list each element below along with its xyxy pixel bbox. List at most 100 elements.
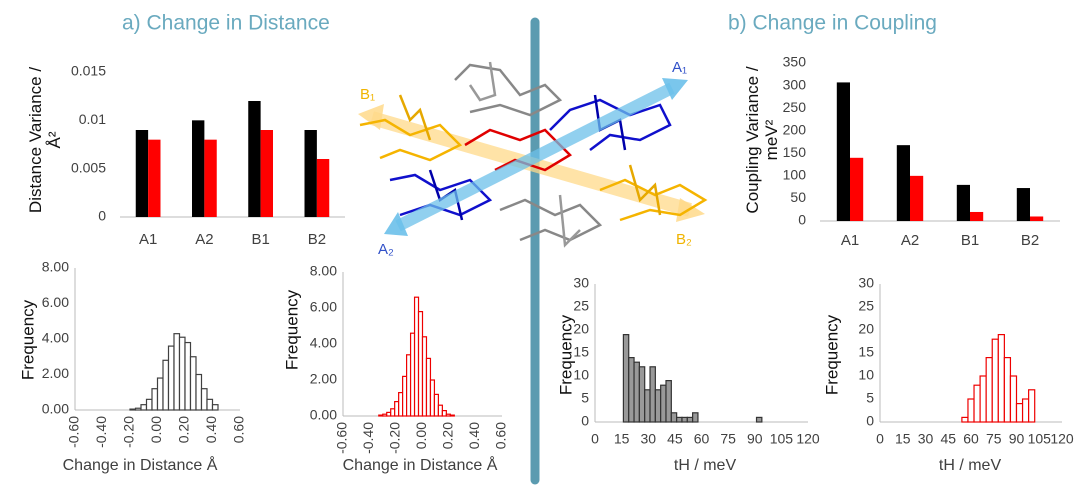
y-tick-label: 2.00 [42, 365, 69, 381]
x-tick-label: A1 [139, 231, 157, 248]
bar [261, 130, 273, 217]
x-tick-label: 30 [640, 431, 656, 447]
bar [136, 130, 148, 217]
y-tick-label: 4.00 [42, 330, 69, 346]
x-tick-label: 120 [796, 431, 820, 447]
bar [910, 176, 923, 221]
x-axis-label: Change in Distance Å [343, 455, 498, 474]
bar [1017, 188, 1030, 221]
x-tick-label: 0.20 [440, 422, 456, 449]
histogram-bar [1004, 358, 1010, 422]
histogram-bar [682, 417, 687, 422]
y-tick-label: 8.00 [310, 263, 337, 279]
bar [317, 159, 329, 217]
x-tick-label: -0.60 [334, 422, 350, 454]
y-axis-label: Distance Variance / Å² [26, 65, 64, 215]
figure: a) Change in Distance b) Change in Coupl… [0, 0, 1078, 489]
histogram-bar [677, 417, 682, 422]
histogram-bar [185, 343, 191, 410]
x-tick-label: A2 [901, 232, 919, 249]
y-tick-label: 8.00 [42, 259, 69, 275]
bar [305, 130, 317, 217]
y-tick-label: 0 [798, 212, 806, 228]
histogram-bar [152, 389, 158, 410]
x-tick-label: 120 [1050, 431, 1074, 447]
histogram-bar [202, 389, 208, 410]
y-tick-label: 0.00 [42, 401, 69, 417]
x-tick-label: B1 [961, 232, 979, 249]
histogram-bar [130, 409, 136, 410]
bar [204, 140, 216, 217]
y-tick-label: 0 [98, 208, 106, 224]
x-tick-label: 15 [895, 431, 911, 447]
y-tick-label: 0.00 [310, 407, 337, 423]
x-tick-label: B2 [1021, 232, 1039, 249]
y-tick-label: 15 [858, 344, 874, 360]
x-tick-label: -0.60 [66, 416, 82, 448]
histogram-bar [169, 346, 175, 410]
x-tick-label: 30 [918, 431, 934, 447]
y-tick-label: 5 [581, 390, 589, 406]
histogram-bar [693, 413, 698, 422]
y-tick-label: 6.00 [310, 299, 337, 315]
histogram-bar [1017, 404, 1023, 422]
y-tick-label: 0 [866, 413, 874, 429]
histogram-bar [1029, 390, 1035, 422]
histogram-bar [650, 367, 655, 422]
y-tick-label: 20 [573, 321, 589, 337]
bar [897, 145, 910, 221]
histogram-bar [174, 334, 180, 410]
histogram-bar [757, 417, 762, 422]
x-tick-label: 0 [591, 431, 599, 447]
bar [850, 158, 863, 221]
y-tick-label: 100 [783, 167, 807, 183]
x-tick-label: 90 [1009, 431, 1025, 447]
histogram-bar [623, 335, 628, 422]
histogram-bar [687, 417, 692, 422]
y-tick-label: 25 [573, 298, 589, 314]
x-tick-label: A2 [195, 231, 213, 248]
histogram-bar [163, 360, 169, 410]
y-axis-label: Coupling Variance / meV² [743, 45, 781, 235]
bar [957, 185, 970, 221]
y-tick-label: 300 [783, 76, 807, 92]
diagram-label: B₂ [676, 231, 692, 248]
histogram-bar [962, 417, 968, 422]
histogram-bar [141, 405, 147, 410]
histogram-bar [645, 390, 650, 422]
x-tick-label: -0.40 [93, 416, 109, 448]
histogram-bar [992, 339, 998, 422]
x-tick-label: 0.40 [203, 416, 219, 443]
x-tick-label: 45 [667, 431, 683, 447]
panel-title: b) Change in Coupling [728, 12, 937, 35]
y-tick-label: 0.015 [71, 63, 106, 79]
x-axis-label: Change in Distance Å [63, 455, 218, 474]
y-tick-label: 30 [858, 275, 874, 291]
histogram-bar [136, 408, 142, 410]
bar [970, 212, 983, 221]
y-tick-label: 200 [783, 121, 807, 137]
y-tick-label: 10 [573, 367, 589, 383]
y-tick-label: 50 [790, 189, 806, 205]
diagram-label: A₁ [672, 59, 687, 76]
x-tick-label: 90 [747, 431, 763, 447]
diagram-label: A₂ [378, 241, 394, 258]
x-tick-label: B1 [251, 231, 269, 248]
histogram-bar [974, 385, 980, 422]
y-axis-label: Frequency [283, 270, 302, 390]
y-tick-label: 0.005 [71, 159, 106, 175]
diagram-label: B₁ [360, 86, 375, 103]
x-tick-label: 0.60 [231, 416, 247, 443]
x-tick-label: 15 [614, 431, 630, 447]
y-axis-label: Frequency [19, 280, 38, 400]
x-tick-label: -0.40 [360, 422, 376, 454]
histogram-bar [671, 413, 676, 422]
histogram-bar [639, 367, 644, 422]
x-tick-label: 0.20 [176, 416, 192, 443]
x-tick-label: 105 [1028, 431, 1052, 447]
x-tick-label: 75 [720, 431, 736, 447]
x-tick-label: 105 [770, 431, 794, 447]
bar [837, 82, 850, 221]
x-tick-label: 0.40 [466, 422, 482, 449]
histogram-bar [1010, 376, 1016, 422]
